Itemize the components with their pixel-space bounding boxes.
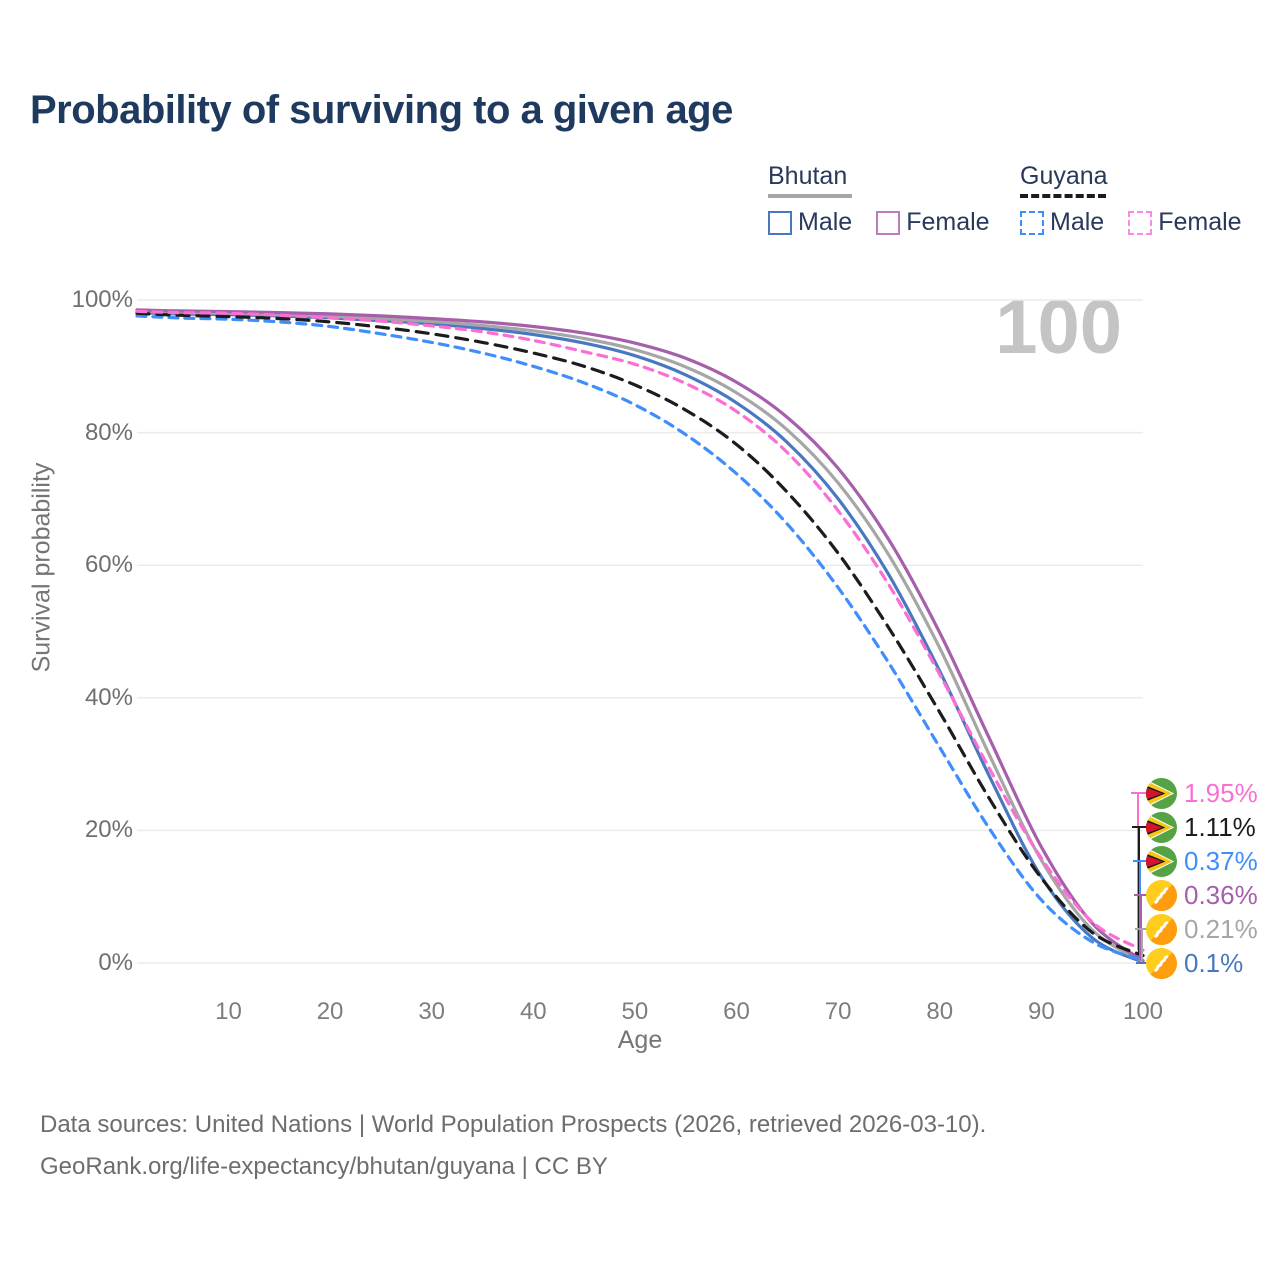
legend-swatch-guyana-total-line bbox=[1020, 194, 1106, 198]
series-line-guyana-both bbox=[135, 311, 1145, 958]
guyana-flag-icon bbox=[1146, 845, 1177, 877]
series-line-guyana-female bbox=[135, 309, 1145, 952]
legend-item-guyana-male[interactable]: Male bbox=[1020, 208, 1104, 237]
end-label-value: 0.36% bbox=[1184, 879, 1258, 910]
series-end-label-bhutan-female[interactable]: 0.36% bbox=[1146, 878, 1258, 912]
x-tick-label-60: 60 bbox=[723, 998, 750, 1025]
series-end-label-guyana-both[interactable]: 1.11% bbox=[1146, 810, 1256, 844]
x-tick-label-100: 100 bbox=[1122, 998, 1164, 1025]
x-tick-label-80: 80 bbox=[926, 998, 954, 1025]
legend-item-label: Female bbox=[1158, 208, 1242, 236]
legend-swatch-bhutan-total-line bbox=[768, 194, 852, 198]
series-line-bhutan-female bbox=[135, 308, 1145, 963]
x-axis-title: Age bbox=[617, 1026, 663, 1054]
series-line-bhutan-both bbox=[135, 309, 1145, 964]
series-end-label-guyana-female[interactable]: 1.95% bbox=[1146, 776, 1258, 810]
bhutan-female-swatch-icon bbox=[876, 210, 901, 235]
series-line-guyana-male bbox=[135, 314, 1145, 963]
x-tick-label-10: 10 bbox=[215, 998, 242, 1025]
watermark-age-100: 100 bbox=[995, 285, 1122, 370]
guyana-female-swatch-icon bbox=[1128, 210, 1153, 235]
x-tick-label-50: 50 bbox=[621, 998, 649, 1025]
x-tick-label-20: 20 bbox=[316, 998, 344, 1025]
series-line-bhutan-male bbox=[135, 311, 1145, 964]
legend-group-bhutan: Bhutan Male Female bbox=[768, 162, 990, 237]
bhutan-flag-icon bbox=[1146, 879, 1177, 911]
end-label-value: 0.37% bbox=[1184, 845, 1258, 876]
series-end-label-guyana-male[interactable]: 0.37% bbox=[1146, 844, 1258, 878]
legend-item-guyana-female[interactable]: Female bbox=[1128, 208, 1242, 237]
x-tick-label-40: 40 bbox=[519, 998, 547, 1025]
bhutan-flag-icon bbox=[1146, 947, 1177, 979]
x-tick-label-30: 30 bbox=[418, 998, 446, 1025]
guyana-male-swatch-icon bbox=[1020, 210, 1044, 235]
series-end-label-bhutan-both[interactable]: 0.21% bbox=[1146, 912, 1258, 946]
series-end-label-bhutan-male[interactable]: 0.1% bbox=[1146, 946, 1243, 980]
legend-item-label: Male bbox=[1050, 208, 1105, 236]
y-tick-label-40: 40% bbox=[84, 683, 133, 711]
legend-group-guyana: Guyana Male Female bbox=[1020, 162, 1242, 237]
legend-items-guyana: Male Female bbox=[1020, 208, 1242, 237]
legend-country-bhutan: Bhutan bbox=[768, 162, 848, 190]
legend-item-bhutan-male[interactable]: Male bbox=[768, 208, 852, 237]
end-label-value: 1.95% bbox=[1184, 777, 1258, 808]
end-label-value: 0.1% bbox=[1184, 947, 1244, 978]
y-tick-label-100: 100% bbox=[71, 286, 133, 313]
y-tick-label-20: 20% bbox=[84, 816, 133, 844]
legend-item-label: Male bbox=[798, 208, 853, 236]
end-label-value: 1.11% bbox=[1184, 811, 1256, 842]
legend-item-label: Female bbox=[906, 208, 990, 236]
guyana-flag-icon bbox=[1146, 777, 1177, 809]
page-title: Probability of surviving to a given age bbox=[30, 88, 733, 132]
y-tick-label-0: 0% bbox=[98, 949, 133, 976]
legend-country-guyana: Guyana bbox=[1020, 162, 1108, 190]
x-tick-label-90: 90 bbox=[1028, 998, 1055, 1025]
y-tick-label-80: 80% bbox=[84, 418, 133, 446]
footer-data-sources: Data sources: United Nations | World Pop… bbox=[40, 1111, 987, 1138]
legend-items-bhutan: Male Female bbox=[768, 208, 990, 237]
legend-item-bhutan-female[interactable]: Female bbox=[876, 208, 990, 237]
footer-attribution: Data sources: United Nations | World Pop… bbox=[40, 1104, 986, 1188]
end-label-value: 0.21% bbox=[1184, 913, 1258, 944]
x-tick-label-70: 70 bbox=[824, 998, 852, 1025]
bhutan-male-swatch-icon bbox=[768, 210, 792, 235]
footer-link[interactable]: GeoRank.org/life-expectancy/bhutan/guyan… bbox=[40, 1152, 608, 1180]
y-tick-label-60: 60% bbox=[84, 551, 133, 579]
guyana-flag-icon bbox=[1146, 811, 1177, 843]
bhutan-flag-icon bbox=[1146, 913, 1177, 945]
